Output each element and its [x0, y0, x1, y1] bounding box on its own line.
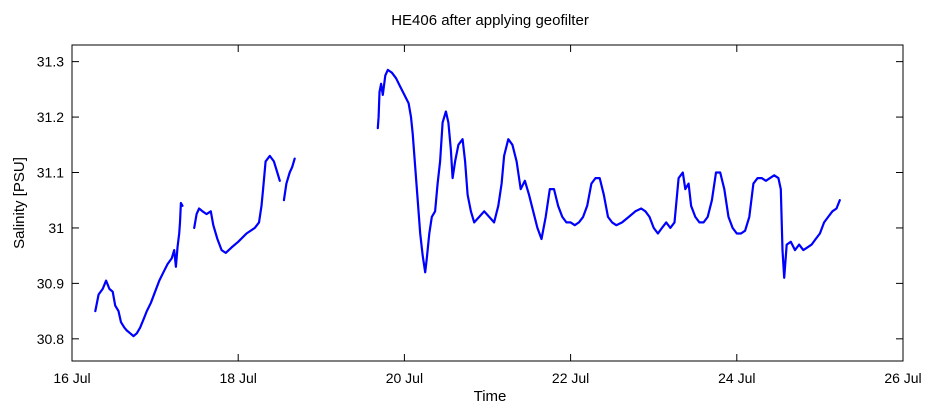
axis-ticks: 16 Jul 18 Jul 20 Jul 22 Jul 24 Jul 26 Jul 30.8… [37, 45, 922, 386]
y-tick-label: 31.2 [37, 109, 64, 125]
y-axis-title: Salinity [PSU] [11, 157, 28, 249]
x-axis-title: Time [474, 388, 507, 405]
chart-title: HE406 after applying geofilter [391, 12, 589, 29]
series-line-group [94, 68, 841, 338]
x-tick-label: 24 Jul [718, 370, 755, 386]
salinity-series-segment [282, 157, 296, 202]
salinity-series-segment [193, 154, 281, 254]
y-tick-label: 30.8 [37, 331, 64, 347]
x-tick-label: 16 Jul [53, 370, 90, 386]
y-tick-label: 31 [48, 220, 64, 236]
salinity-series-segment [376, 68, 841, 279]
y-tick-label: 30.9 [37, 275, 64, 291]
y-tick-label: 31.3 [37, 54, 64, 70]
x-tick-label: 26 Jul [884, 370, 921, 386]
y-tick-label: 31.1 [37, 165, 64, 181]
x-tick-label: 22 Jul [552, 370, 589, 386]
salinity-series-segment [94, 201, 184, 338]
x-tick-label: 20 Jul [386, 370, 423, 386]
x-tick-label: 18 Jul [220, 370, 257, 386]
plot-area [71, 44, 904, 362]
